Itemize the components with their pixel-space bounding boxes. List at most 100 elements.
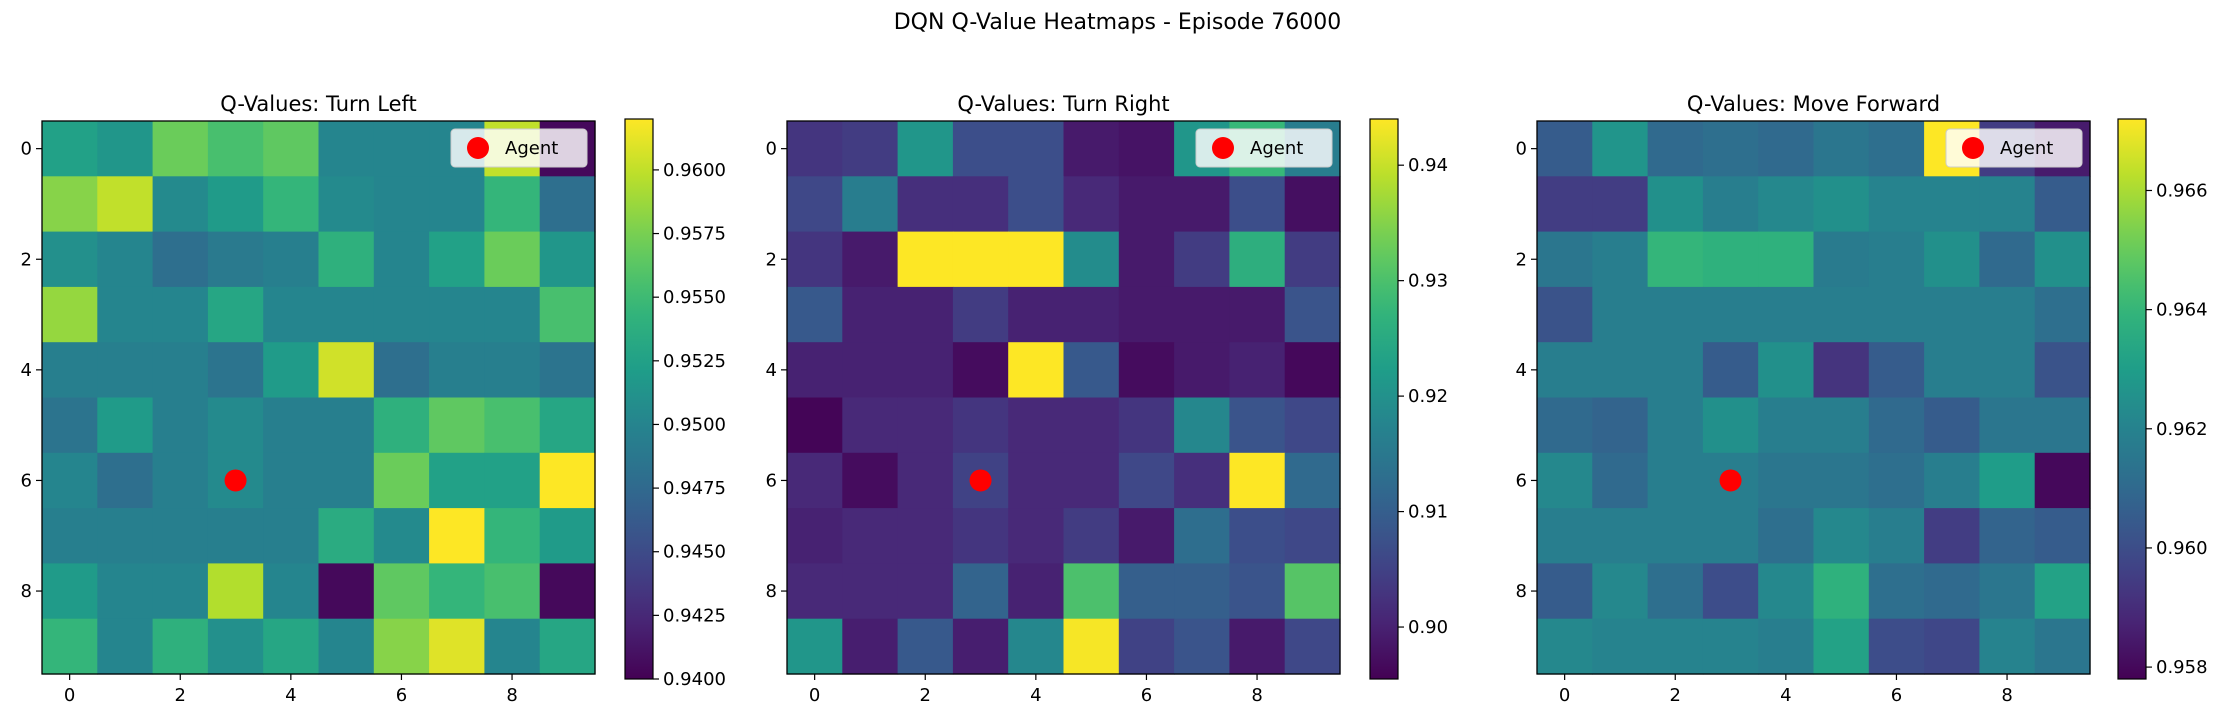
heatmap-cell bbox=[842, 508, 899, 564]
heatmap-cell bbox=[263, 452, 320, 509]
heatmap-cell bbox=[207, 176, 264, 233]
x-tick-label: 6 bbox=[1891, 685, 1902, 706]
legend-agent-marker bbox=[1212, 137, 1234, 159]
y-tick-label: 4 bbox=[21, 360, 32, 381]
heatmap-cell bbox=[152, 563, 209, 620]
heatmap-panel-1: Q-Values: Turn Left 0 2 4 6 8 0 2 4 6 8 Agent 0.9400… bbox=[21, 92, 726, 706]
heatmap-cell bbox=[1924, 397, 1980, 454]
heatmap-cell bbox=[1537, 563, 1593, 620]
heatmap-cell bbox=[1979, 452, 2036, 509]
heatmap-cell bbox=[1868, 508, 1925, 564]
heatmap-cell bbox=[484, 231, 541, 288]
colorbar-tick-label: 0.9425 bbox=[663, 605, 726, 626]
heatmap-cell bbox=[897, 121, 954, 177]
heatmap-cell bbox=[373, 231, 430, 288]
x-tick-label: 6 bbox=[396, 685, 407, 706]
heatmap-cell bbox=[42, 176, 98, 233]
heatmap-cell bbox=[787, 508, 843, 564]
heatmap-cell bbox=[1063, 618, 1120, 675]
heatmap-cell bbox=[1284, 342, 1341, 399]
heatmap-cell bbox=[1174, 563, 1230, 620]
heatmap-cell bbox=[373, 121, 430, 177]
heatmap-cell bbox=[897, 452, 954, 509]
heatmap-cell bbox=[1813, 452, 1870, 509]
heatmap-cell bbox=[1008, 397, 1065, 454]
heatmap-cell bbox=[207, 342, 264, 399]
heatmap-cell bbox=[897, 176, 954, 233]
heatmap-cell bbox=[787, 618, 843, 675]
y-tick-label: 8 bbox=[1516, 581, 1527, 602]
heatmap-cell bbox=[539, 286, 596, 343]
heatmap-cell bbox=[484, 563, 541, 620]
heatmap-cell bbox=[1284, 286, 1341, 343]
heatmap-cell bbox=[1174, 286, 1230, 343]
heatmap-cell bbox=[207, 231, 264, 288]
colorbar-tick-label: 0.962 bbox=[2156, 419, 2208, 440]
heatmap-cell bbox=[1647, 121, 1704, 177]
colorbar-tick-label: 0.90 bbox=[1408, 617, 1448, 638]
heatmap-cell bbox=[1229, 452, 1286, 509]
heatmap-cell bbox=[42, 286, 98, 343]
heatmap-cell bbox=[897, 508, 954, 564]
heatmap-cell bbox=[1647, 231, 1704, 288]
heatmap-cell bbox=[1008, 286, 1065, 343]
heatmap-cell bbox=[263, 342, 320, 399]
heatmap-cell bbox=[1537, 618, 1593, 675]
panel-title: Q-Values: Turn Right bbox=[957, 92, 1169, 116]
heatmap-cell bbox=[1868, 286, 1925, 343]
heatmap-cell bbox=[1647, 397, 1704, 454]
heatmap-cell bbox=[1813, 508, 1870, 564]
heatmap-cell bbox=[1008, 342, 1065, 399]
colorbar-tick-label: 0.9450 bbox=[663, 542, 726, 563]
colorbar-tick-label: 0.9600 bbox=[663, 160, 726, 181]
heatmap-cell bbox=[373, 397, 430, 454]
heatmap-cell bbox=[1118, 452, 1175, 509]
heatmap-cell bbox=[1758, 508, 1815, 564]
axes-frame bbox=[41, 120, 596, 675]
heatmap-cell bbox=[842, 563, 899, 620]
heatmap-cell bbox=[1924, 452, 1980, 509]
heatmap-cell bbox=[1813, 121, 1870, 177]
heatmap-cell bbox=[1647, 618, 1704, 675]
heatmap-cell bbox=[1229, 397, 1286, 454]
heatmap-cell bbox=[373, 508, 430, 564]
heatmap-cell bbox=[1118, 121, 1175, 177]
heatmap-cell bbox=[42, 121, 98, 177]
heatmap-cell bbox=[1008, 508, 1065, 564]
heatmap-cell bbox=[1702, 286, 1759, 343]
heatmap-cell bbox=[842, 176, 899, 233]
heatmap-cell bbox=[207, 286, 264, 343]
colorbar bbox=[1369, 118, 1399, 680]
heatmap-cell bbox=[952, 342, 1009, 399]
heatmap-cell bbox=[1758, 231, 1815, 288]
heatmap-cell bbox=[429, 452, 485, 509]
heatmap-cell bbox=[1008, 231, 1065, 288]
heatmap-cell bbox=[1592, 286, 1649, 343]
heatmap-cell bbox=[1592, 452, 1649, 509]
heatmap-cell bbox=[2034, 397, 2091, 454]
heatmap-cell bbox=[787, 342, 843, 399]
heatmap-cell bbox=[842, 618, 899, 675]
heatmap-cell bbox=[1924, 618, 1980, 675]
x-tick-label: 4 bbox=[1030, 685, 1041, 706]
heatmap-cell bbox=[539, 342, 596, 399]
heatmap-cell bbox=[1592, 121, 1649, 177]
legend-agent-marker bbox=[1962, 137, 1984, 159]
x-tick-label: 0 bbox=[1559, 685, 1570, 706]
heatmap-cell bbox=[1647, 286, 1704, 343]
heatmap-cell bbox=[1758, 286, 1815, 343]
heatmap-cell bbox=[1229, 563, 1286, 620]
heatmap-cell bbox=[1758, 452, 1815, 509]
heatmap-cell bbox=[1284, 231, 1341, 288]
heatmap-cell bbox=[207, 121, 264, 177]
heatmap-cell bbox=[152, 176, 209, 233]
heatmap-cell bbox=[952, 121, 1009, 177]
heatmap-cell bbox=[318, 342, 375, 399]
heatmap-cell bbox=[97, 176, 154, 233]
heatmap-cell bbox=[1174, 452, 1230, 509]
legend-box bbox=[1945, 128, 2083, 168]
heatmap-cell bbox=[1813, 618, 1870, 675]
heatmap-cell bbox=[152, 618, 209, 675]
y-tick-label: 0 bbox=[21, 139, 32, 160]
x-tick-label: 0 bbox=[809, 685, 820, 706]
